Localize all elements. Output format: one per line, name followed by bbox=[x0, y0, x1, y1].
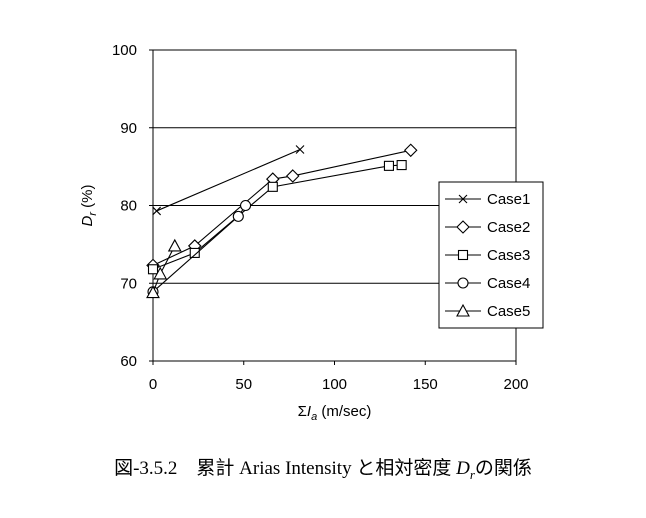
series-case1 bbox=[152, 145, 305, 216]
x-tick-label: 100 bbox=[322, 376, 347, 393]
data-point bbox=[240, 199, 252, 212]
chart: 60 70 80 90 100 0 50 100 150 200 ΣIa (m/sec) Dr (… bbox=[79, 42, 544, 423]
legend-item: Case4 bbox=[445, 275, 530, 292]
y-tick-label: 60 bbox=[120, 353, 137, 370]
data-point bbox=[458, 194, 468, 204]
data-point bbox=[457, 249, 469, 261]
axis-ticks: 60 70 80 90 100 0 50 100 150 200 bbox=[112, 42, 529, 393]
legend-item: Case5 bbox=[445, 303, 530, 320]
y-tick-label: 80 bbox=[120, 198, 137, 215]
data-point bbox=[383, 160, 395, 171]
data-point bbox=[457, 277, 469, 289]
x-tick-label: 200 bbox=[503, 376, 528, 393]
legend-label: Case3 bbox=[487, 247, 530, 264]
legend-item: Case1 bbox=[445, 191, 530, 208]
caption-symbol: D bbox=[456, 458, 470, 479]
series-case3 bbox=[147, 160, 407, 275]
data-point bbox=[285, 169, 300, 183]
series-case5 bbox=[146, 238, 182, 299]
series-case2 bbox=[146, 143, 418, 273]
data-point bbox=[152, 206, 162, 216]
series-case4 bbox=[147, 199, 252, 298]
x-axis-title: ΣIa (m/sec) bbox=[298, 403, 372, 423]
legend: Case1 Case2 Case3 Case4 Case5 bbox=[438, 181, 544, 329]
x-tick-label: 150 bbox=[413, 376, 438, 393]
data-point bbox=[295, 145, 305, 154]
legend-label: Case1 bbox=[487, 191, 530, 208]
data-point bbox=[146, 285, 160, 299]
figure-number: 図-3.5.2 bbox=[114, 458, 178, 479]
y-tick-label: 70 bbox=[120, 275, 137, 292]
data-point bbox=[167, 238, 182, 252]
y-axis-title: Dr (%) bbox=[79, 184, 99, 226]
data-point bbox=[232, 210, 244, 222]
legend-item: Case3 bbox=[445, 247, 530, 264]
legend-label: Case5 bbox=[487, 303, 530, 320]
data-point bbox=[147, 264, 159, 275]
data-point bbox=[403, 143, 418, 158]
legend-item: Case2 bbox=[445, 219, 530, 236]
data-point bbox=[153, 266, 168, 280]
legend-label: Case2 bbox=[487, 219, 530, 236]
legend-label: Case4 bbox=[487, 275, 530, 292]
caption-title-suffix: の関係 bbox=[474, 458, 532, 479]
data-point bbox=[456, 220, 470, 234]
data-point bbox=[396, 160, 407, 171]
y-tick-label: 90 bbox=[120, 120, 137, 137]
x-tick-label: 50 bbox=[235, 376, 252, 393]
series bbox=[146, 143, 418, 299]
y-tick-label: 100 bbox=[112, 42, 137, 59]
data-point bbox=[189, 247, 200, 258]
x-tick-label: 0 bbox=[149, 376, 157, 393]
caption-symbol-sub: r bbox=[469, 466, 475, 482]
data-point bbox=[267, 181, 278, 192]
figure-caption: 図-3.5.2 累計 Arias Intensity と相対密度 Drの関係 bbox=[0, 453, 646, 484]
data-point bbox=[456, 303, 470, 317]
series-line bbox=[156, 149, 301, 212]
caption-title: 累計 Arias Intensity と相対密度 bbox=[196, 458, 457, 479]
